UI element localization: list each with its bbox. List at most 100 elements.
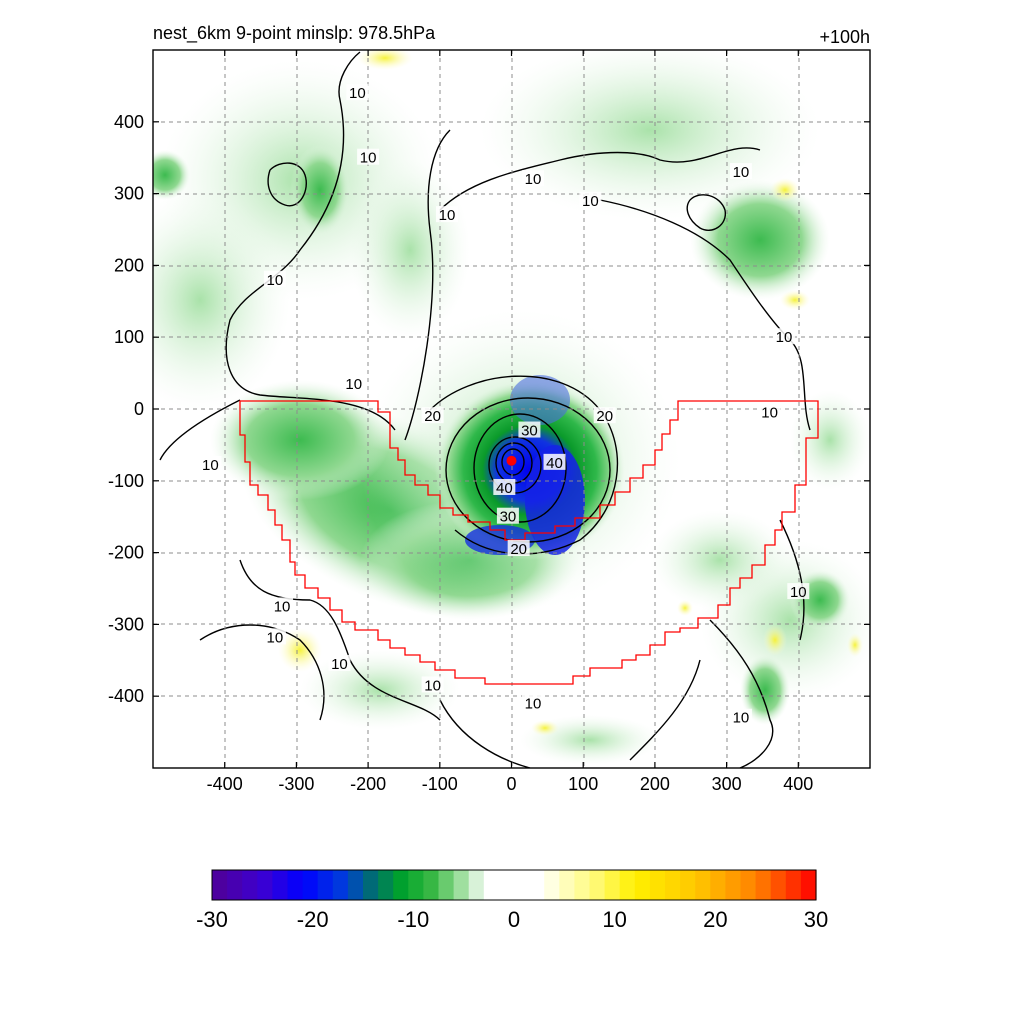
x-tick-label: 0 — [506, 774, 516, 794]
contour-label: 30 — [500, 509, 517, 526]
x-tick-label: 300 — [712, 774, 742, 794]
colorbar-cell — [408, 870, 424, 900]
y-tick-label: 200 — [114, 255, 144, 275]
contour-label-bg — [543, 453, 566, 470]
contour-label-bg — [263, 270, 286, 287]
colorbar-cell — [589, 870, 606, 900]
colorbar-cell — [785, 870, 802, 900]
contour-label: 10 — [582, 193, 599, 210]
colorbar-tick-label: 10 — [602, 907, 626, 932]
contour-label-bg — [346, 84, 369, 101]
contour-label-bg — [496, 507, 519, 524]
colorbar-frame — [211, 869, 817, 901]
contour-label-bg — [522, 170, 545, 187]
x-tick-label: -200 — [350, 774, 386, 794]
colorbar-cell — [665, 870, 681, 900]
contour-label: 30 — [521, 423, 538, 440]
contour-label: 10 — [202, 457, 219, 474]
colorbar-tick-label: 20 — [703, 907, 727, 932]
x-tick-label: -400 — [207, 774, 243, 794]
colorbar-cell — [634, 870, 651, 900]
contour-label-bg — [421, 676, 444, 693]
contour-label-bg — [199, 456, 222, 473]
contour-label-bg — [421, 407, 444, 424]
colorbar-cell — [332, 870, 349, 900]
colorbar-cell — [544, 870, 560, 900]
colorbar-tick-label: 0 — [508, 907, 520, 932]
colorbar-tick-label: -20 — [297, 907, 329, 932]
contour-label-bg — [357, 148, 380, 165]
colorbar-cell — [649, 870, 666, 900]
colorbar-cell — [619, 870, 636, 900]
colorbar-cell — [347, 870, 364, 900]
storm-center-marker — [506, 455, 517, 466]
axes: -400 -300 -200 -100 0 100 200 300 40040030020010… — [108, 50, 870, 794]
contour-label: 20 — [510, 541, 527, 558]
contour-label-bg — [579, 191, 602, 208]
contour-label: 10 — [439, 207, 456, 224]
colorbar-cell — [498, 870, 515, 900]
contour-labels: 10 10 10 10 10 10 10 10 10 10 10 10 10 10 10 10 10 10 20 20… — [199, 84, 810, 727]
y-tick-label: -400 — [108, 686, 144, 706]
colorbar-cell — [680, 870, 696, 900]
colorbar-cell — [710, 870, 726, 900]
contour-label: 10 — [345, 376, 362, 393]
contour-label-bg — [435, 206, 458, 223]
y-tick-label: -200 — [108, 543, 144, 563]
colorbar-cell — [755, 870, 772, 900]
contour-label: 20 — [424, 408, 441, 425]
contour-label-bg — [518, 421, 541, 438]
y-tick-label: 0 — [134, 399, 144, 419]
contour-label: 10 — [349, 85, 366, 102]
colorbar-ticks: -30 -20 -10 0 10 20 30 — [196, 907, 828, 932]
contour-label: 10 — [761, 405, 778, 422]
colorbar-cell — [438, 870, 455, 900]
contour-label-bg — [729, 708, 752, 725]
x-tick-label: -300 — [278, 774, 314, 794]
colorbar: -30 -20 -10 0 10 20 30 — [196, 869, 828, 932]
colorbar-cell — [257, 870, 273, 900]
x-tick-label: 100 — [568, 774, 598, 794]
y-tick-label: 300 — [114, 184, 144, 204]
contour-label: 40 — [546, 455, 563, 472]
colorbar-cell — [227, 870, 243, 900]
contour-label-bg — [772, 328, 795, 345]
y-tick-label: 400 — [114, 112, 144, 132]
contour-label: 10 — [267, 629, 284, 646]
contour-label-bg — [593, 407, 616, 424]
colorbar-cell — [529, 870, 545, 900]
colorbar-tick-label: -30 — [196, 907, 228, 932]
contour-label: 10 — [274, 598, 291, 615]
x-tick-label: -100 — [422, 774, 458, 794]
colorbar-tick-label: 30 — [804, 907, 828, 932]
map-title: nest_6km 9-point minslp: 978.5hPa — [153, 23, 436, 44]
colorbar-tick-label: -10 — [397, 907, 429, 932]
colorbar-cell — [272, 870, 289, 900]
contour-label-bg — [342, 374, 365, 391]
contour-label: 10 — [733, 710, 750, 727]
contour-label: 10 — [525, 695, 542, 712]
contour-label-bg — [271, 597, 294, 614]
contour-label: 10 — [776, 329, 793, 346]
contour-label: 10 — [267, 272, 284, 289]
y-tick-label: 100 — [114, 327, 144, 347]
contour-label-bg — [758, 403, 781, 420]
colorbar-cell — [604, 870, 621, 900]
colorbar-cell — [453, 870, 470, 900]
colorbar-cell — [574, 870, 591, 900]
colorbar-cell — [468, 870, 485, 900]
colorbar-cell — [423, 870, 440, 900]
contour-label: 10 — [525, 171, 542, 188]
forecast-hour-label: +100h — [819, 27, 870, 47]
y-tick-label: -300 — [108, 614, 144, 634]
colorbar-cell — [378, 870, 394, 900]
contour-label: 40 — [496, 480, 513, 497]
colorbar-cell — [363, 870, 379, 900]
contour-label: 10 — [331, 656, 348, 673]
colorbar-cell — [393, 870, 409, 900]
colorbar-cell — [514, 870, 530, 900]
contour-label: 10 — [733, 164, 750, 181]
analysis-boundary — [239, 400, 819, 685]
contour-label: 20 — [596, 408, 613, 425]
